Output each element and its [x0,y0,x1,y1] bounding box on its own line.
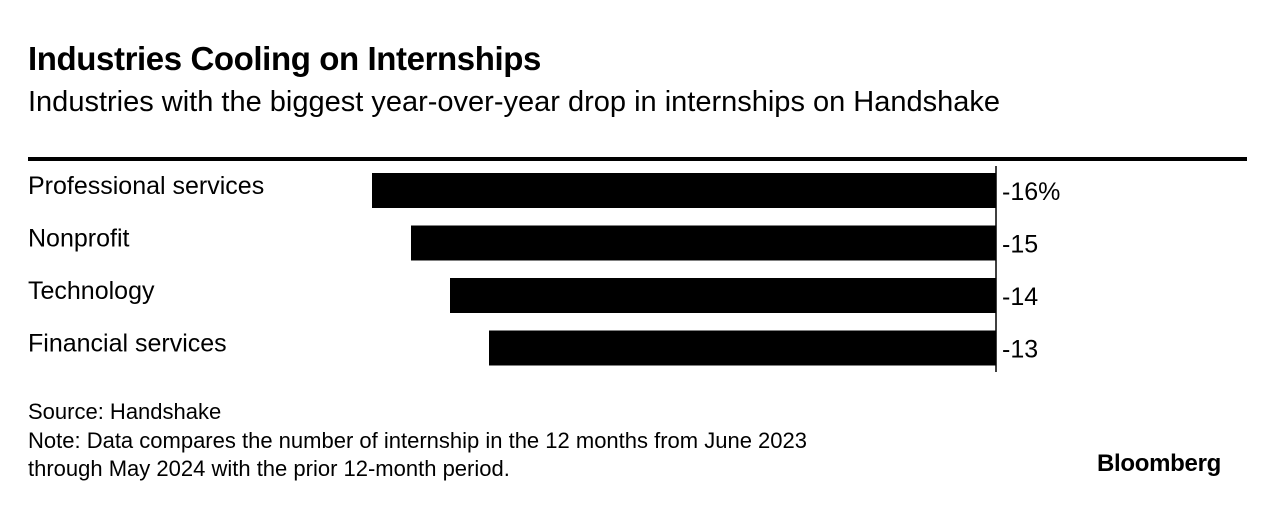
category-label: Professional services [28,172,264,200]
footnote-line-2: through May 2024 with the prior 12-month… [28,456,510,481]
value-label: -16% [1002,178,1060,206]
value-label: -15 [1002,231,1038,259]
chart-subtitle: Industries with the biggest year-over-ye… [28,86,1001,118]
bar [411,225,996,261]
value-label: -14 [1002,283,1038,311]
category-label: Technology [28,277,155,305]
bar [372,173,996,208]
source-note: Source: Handshake [28,399,222,424]
top-rule [28,157,1247,161]
bloomberg-logo: Bloomberg [1097,450,1221,477]
bar [450,278,996,313]
footnote-line-1: Note: Data compares the number of intern… [28,428,807,453]
chart-title: Industries Cooling on Internships [28,40,541,77]
bar [489,330,996,366]
category-label: Financial services [28,330,227,358]
bar-chart: Professional services -16% Nonprofit -15 Tec… [28,166,1060,372]
category-label: Nonprofit [28,225,129,253]
value-label: -13 [1002,336,1038,364]
